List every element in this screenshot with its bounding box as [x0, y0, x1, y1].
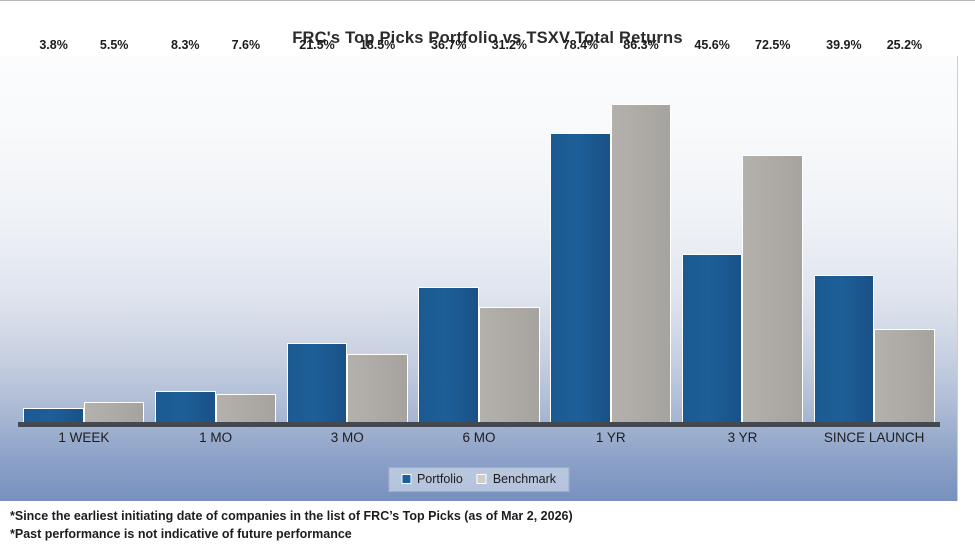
bar-value-label: 45.6%: [694, 38, 730, 52]
x-axis-line: [18, 422, 940, 427]
bar-slot: 18.5%: [347, 38, 408, 422]
bar-slot: 21.5%: [286, 38, 348, 422]
bar-value-label: 31.2%: [491, 38, 528, 52]
bar-portfolio[interactable]: 8.3%: [155, 38, 216, 422]
bar-slot: 7.6%: [215, 38, 277, 422]
bar-slot: 72.5%: [742, 38, 804, 422]
bar-value-label: 25.2%: [886, 38, 923, 52]
bar-group: 39.9% 25.2%: [808, 38, 940, 422]
bar-value-label: 78.4%: [562, 38, 599, 52]
category-label: 1 WEEK: [58, 430, 110, 445]
bar-value-label: 72.5%: [755, 38, 791, 52]
bar-value-label: 18.5%: [359, 38, 396, 52]
bar-value-label: 3.8%: [39, 38, 68, 52]
category-label: 6 MO: [462, 430, 496, 445]
bar-value-label: 86.3%: [623, 38, 659, 52]
legend-label-benchmark: Benchmark: [492, 472, 557, 486]
chart-title: FRC's Top Picks Portfolio vs TSXV Total …: [292, 29, 683, 47]
bar-value-label: 21.5%: [299, 38, 335, 52]
bar-portfolio[interactable]: 21.5%: [286, 38, 348, 422]
bar-portfolio[interactable]: 36.7%: [418, 38, 480, 422]
bar-portfolio[interactable]: 39.9%: [813, 38, 875, 422]
bar-group: 45.6% 72.5%: [677, 38, 809, 422]
bar-group: 36.7% 31.2%: [413, 38, 545, 422]
bar-slot: 25.2%: [874, 38, 935, 422]
plot-area: 3.8% 5.5% 8.3% 7.6% 21.5% 18.5% 36.7% 31.2% 78.4…: [0, 38, 958, 501]
category-axis-labels: 1 WEEK 1 MO 3 MO 6 MO 1 YR 3 YR SINCE LAUNCH: [18, 430, 940, 445]
bar-value-label: 7.6%: [231, 38, 261, 52]
bar-benchmark[interactable]: 31.2%: [479, 38, 540, 422]
footnote-past-performance: *Past performance is not indicative of f…: [10, 527, 352, 541]
bar-portfolio[interactable]: 78.4%: [550, 38, 611, 422]
bar-benchmark[interactable]: 18.5%: [347, 38, 408, 422]
legend-item-benchmark[interactable]: Benchmark: [476, 472, 557, 486]
category-label: 3 MO: [330, 430, 364, 445]
legend-swatch-benchmark: [476, 474, 487, 484]
bar-benchmark[interactable]: 7.6%: [215, 38, 277, 422]
category-label: 1 YR: [595, 430, 626, 445]
bar-benchmark[interactable]: 25.2%: [874, 38, 935, 422]
bar-group: 8.3% 7.6%: [150, 38, 282, 422]
bar-slot: 5.5%: [83, 38, 145, 422]
footnote-since-launch: *Since the earliest initiating date of c…: [10, 509, 573, 523]
chart-legend[interactable]: Portfolio Benchmark: [387, 467, 570, 492]
footnotes: *Since the earliest initiating date of c…: [0, 501, 975, 551]
bar-value-label: 5.5%: [99, 38, 129, 52]
bar-group: 3.8% 5.5%: [18, 38, 150, 422]
bar-slot: 3.8%: [23, 38, 84, 422]
bar-benchmark[interactable]: 86.3%: [610, 38, 672, 422]
bar-group: 21.5% 18.5%: [281, 38, 413, 422]
category-label: 1 MO: [199, 430, 233, 445]
bar-slot: 78.4%: [550, 38, 611, 422]
bar-value-label: 39.9%: [826, 38, 862, 52]
bar-portfolio[interactable]: 3.8%: [23, 38, 84, 422]
bar-group: 78.4% 86.3%: [545, 38, 677, 422]
bar-slot: 86.3%: [610, 38, 672, 422]
bar-slot: 39.9%: [813, 38, 875, 422]
category-label: 3 YR: [727, 430, 758, 445]
legend-swatch-portfolio: [400, 474, 411, 484]
bar-portfolio[interactable]: 45.6%: [681, 38, 743, 422]
legend-item-portfolio[interactable]: Portfolio: [400, 472, 463, 486]
bar-value-label: 36.7%: [430, 38, 467, 52]
bar-slot: 8.3%: [155, 38, 216, 422]
bar-slot: 36.7%: [418, 38, 480, 422]
title-band: FRC's Top Picks Portfolio vs TSXV Total …: [0, 1, 975, 63]
legend-label-portfolio: Portfolio: [416, 472, 463, 486]
bar-benchmark[interactable]: 5.5%: [83, 38, 145, 422]
category-label: SINCE LAUNCH: [823, 430, 925, 445]
plot-inner: 3.8% 5.5% 8.3% 7.6% 21.5% 18.5% 36.7% 31.2% 78.4…: [0, 38, 957, 501]
bar-benchmark[interactable]: 72.5%: [742, 38, 804, 422]
bar-slot: 31.2%: [479, 38, 540, 422]
bar-value-label: 8.3%: [171, 38, 200, 52]
bar-slot: 45.6%: [681, 38, 743, 422]
bar-groups: 3.8% 5.5% 8.3% 7.6% 21.5% 18.5% 36.7% 31.2% 78.4…: [18, 38, 940, 422]
